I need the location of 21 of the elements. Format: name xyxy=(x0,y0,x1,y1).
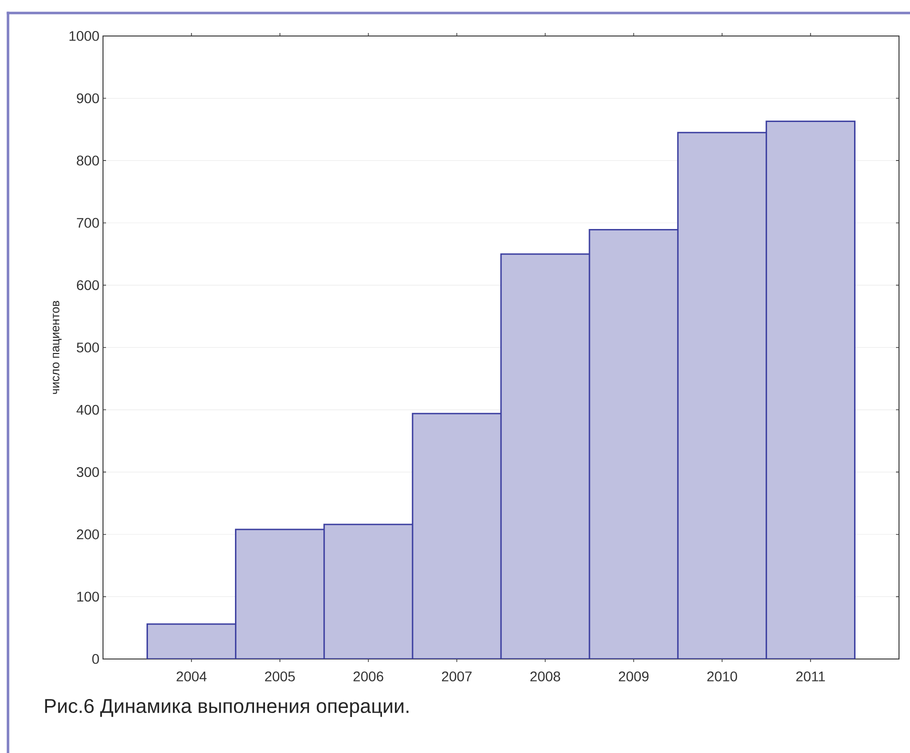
y-axis-title: число пациентов xyxy=(52,300,62,394)
y-tick-label: 200 xyxy=(76,529,99,540)
y-tick-label: 900 xyxy=(76,93,99,104)
x-tick-label: 2007 xyxy=(442,671,472,682)
y-tick-label: 700 xyxy=(76,218,99,228)
y-tick-label: 800 xyxy=(76,156,99,166)
y-tick-label: 600 xyxy=(76,280,99,290)
text: Рис.6 Динамика выполнения операции. xyxy=(45,698,408,718)
y-tick-label: 500 xyxy=(76,342,99,352)
x-tick-label: 2004 xyxy=(176,671,207,682)
x-tick-label: 2005 xyxy=(265,671,295,682)
y-tick-label: 1000 xyxy=(70,31,99,41)
x-tick-label: 2009 xyxy=(618,671,649,682)
x-tick-label: 2010 xyxy=(707,671,738,682)
y-tick-label: 300 xyxy=(76,467,99,478)
x-tick-label: 2006 xyxy=(354,671,384,682)
y-tick-label: 400 xyxy=(76,404,99,415)
x-tick-label: 2008 xyxy=(530,671,560,682)
x-tick-label: 2011 xyxy=(796,671,825,682)
y-tick-label: 100 xyxy=(77,592,99,602)
y-tick-label: 0 xyxy=(92,654,99,664)
